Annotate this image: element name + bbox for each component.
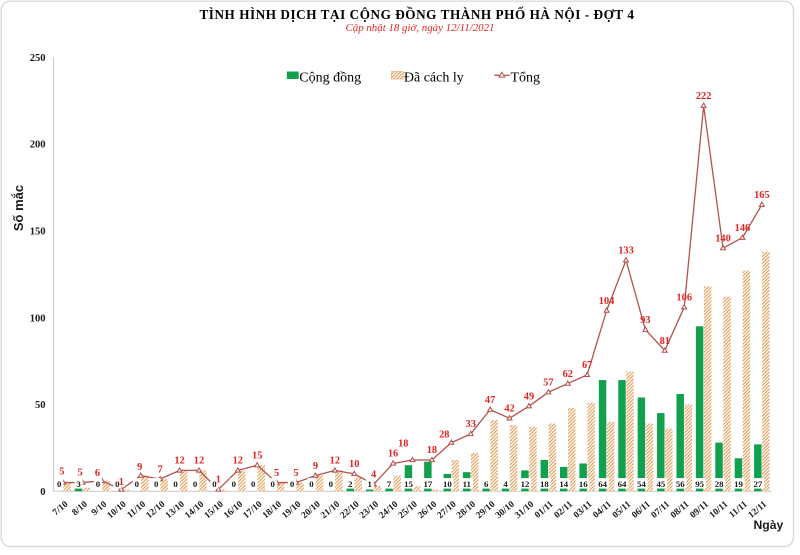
- svg-text:5: 5: [59, 467, 64, 478]
- svg-text:140: 140: [715, 233, 731, 244]
- svg-text:0: 0: [329, 479, 334, 489]
- svg-text:0: 0: [212, 479, 217, 489]
- svg-text:0: 0: [115, 479, 120, 489]
- svg-text:12: 12: [330, 456, 340, 467]
- svg-text:150: 150: [30, 226, 46, 237]
- svg-text:28: 28: [439, 429, 449, 440]
- svg-text:5: 5: [78, 467, 83, 478]
- svg-text:6: 6: [484, 479, 489, 489]
- svg-text:15: 15: [252, 450, 262, 461]
- svg-text:165: 165: [754, 190, 770, 201]
- svg-text:6: 6: [95, 468, 100, 479]
- svg-text:0: 0: [173, 479, 178, 489]
- svg-text:10: 10: [443, 479, 452, 489]
- svg-text:106: 106: [676, 292, 692, 303]
- svg-text:18: 18: [427, 445, 437, 456]
- svg-text:14: 14: [559, 479, 568, 489]
- svg-text:10: 10: [349, 459, 359, 470]
- svg-text:0: 0: [251, 479, 256, 489]
- svg-text:1: 1: [119, 477, 124, 488]
- svg-text:Cộng đồng: Cộng đồng: [299, 70, 361, 85]
- svg-text:5: 5: [274, 468, 279, 479]
- svg-text:57: 57: [543, 377, 553, 388]
- svg-text:45: 45: [656, 479, 665, 489]
- svg-text:64: 64: [618, 479, 627, 489]
- svg-text:16: 16: [388, 449, 398, 460]
- svg-text:93: 93: [640, 315, 650, 326]
- svg-text:7: 7: [158, 464, 163, 475]
- svg-text:146: 146: [735, 223, 751, 234]
- svg-text:27: 27: [754, 479, 763, 489]
- svg-text:15: 15: [404, 479, 413, 489]
- svg-text:133: 133: [618, 245, 634, 256]
- svg-text:7: 7: [387, 479, 392, 489]
- svg-text:64: 64: [598, 479, 607, 489]
- svg-text:11: 11: [463, 479, 471, 489]
- svg-text:250: 250: [30, 53, 46, 64]
- svg-text:222: 222: [696, 91, 712, 102]
- svg-text:42: 42: [504, 404, 514, 415]
- svg-text:5: 5: [293, 468, 298, 479]
- svg-text:47: 47: [485, 395, 495, 406]
- svg-text:104: 104: [599, 296, 615, 307]
- svg-text:33: 33: [466, 419, 476, 430]
- svg-text:200: 200: [30, 140, 46, 151]
- svg-text:Cập nhật 18 giờ, ngày 12/11/20: Cập nhật 18 giờ, ngày 12/11/2021: [345, 22, 494, 34]
- svg-text:16: 16: [579, 479, 588, 489]
- svg-text:19: 19: [734, 479, 743, 489]
- svg-text:3: 3: [76, 479, 81, 489]
- svg-text:Tổng: Tổng: [511, 70, 541, 85]
- svg-text:0: 0: [270, 479, 275, 489]
- svg-text:12: 12: [521, 479, 530, 489]
- svg-text:18: 18: [540, 479, 549, 489]
- svg-text:0: 0: [193, 479, 198, 489]
- svg-text:1: 1: [216, 475, 221, 486]
- svg-text:0: 0: [135, 479, 140, 489]
- svg-text:4: 4: [371, 470, 376, 481]
- svg-text:0: 0: [290, 479, 295, 489]
- svg-text:Số mắc: Số mắc: [11, 185, 26, 231]
- svg-text:12: 12: [233, 456, 243, 467]
- svg-text:62: 62: [563, 369, 573, 380]
- svg-text:9: 9: [137, 462, 142, 473]
- svg-text:56: 56: [676, 479, 685, 489]
- svg-text:100: 100: [30, 313, 46, 324]
- svg-text:Đã cách ly: Đã cách ly: [404, 70, 464, 85]
- svg-text:0: 0: [154, 479, 159, 489]
- svg-text:95: 95: [695, 479, 704, 489]
- svg-text:0: 0: [57, 479, 62, 489]
- svg-text:1: 1: [368, 479, 372, 489]
- svg-text:18: 18: [398, 438, 408, 449]
- svg-text:81: 81: [660, 336, 670, 347]
- svg-text:12: 12: [174, 456, 184, 467]
- svg-text:50: 50: [35, 400, 46, 411]
- svg-text:0: 0: [309, 479, 314, 489]
- svg-text:17: 17: [424, 479, 433, 489]
- svg-text:0: 0: [96, 479, 101, 489]
- svg-text:TÌNH HÌNH DỊCH TẠI CỘNG ĐỒNG T: TÌNH HÌNH DỊCH TẠI CỘNG ĐỒNG THÀNH PHỐ H…: [199, 7, 634, 22]
- svg-text:54: 54: [637, 479, 646, 489]
- svg-text:0: 0: [232, 479, 237, 489]
- svg-text:49: 49: [524, 391, 534, 402]
- svg-text:28: 28: [715, 479, 724, 489]
- svg-text:4: 4: [503, 479, 508, 489]
- svg-text:12: 12: [194, 456, 204, 467]
- svg-text:9: 9: [313, 461, 318, 472]
- svg-text:2: 2: [348, 479, 353, 489]
- svg-text:0: 0: [40, 487, 45, 498]
- svg-text:Ngày: Ngày: [753, 518, 783, 532]
- svg-text:67: 67: [582, 360, 592, 371]
